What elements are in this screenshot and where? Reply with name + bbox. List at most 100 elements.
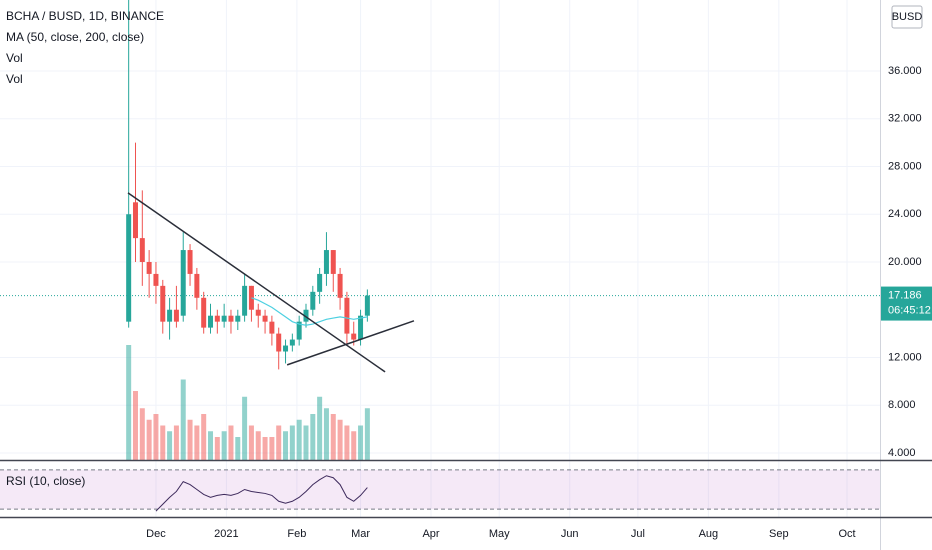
volume-bar [317, 396, 323, 460]
volume-bar [201, 414, 207, 460]
candle-body [160, 285, 166, 322]
volume-bar [296, 419, 302, 460]
last-price-label: 17.186 [888, 289, 922, 301]
candle-body [235, 315, 241, 322]
candle-body [173, 309, 179, 322]
currency-box[interactable] [891, 5, 923, 29]
symbol-title: BCHA / BUSD, 1D, BINANCE [6, 9, 164, 23]
trendline [286, 320, 415, 366]
x-tick-label: 2021 [214, 528, 238, 540]
candle-body [126, 214, 132, 322]
x-tick-label: Apr [422, 528, 439, 540]
volume-bar [303, 425, 309, 460]
y-tick-label: 20.000 [888, 256, 922, 268]
candle-body [323, 250, 329, 274]
candle-body [262, 315, 268, 322]
volume-bar [167, 431, 173, 460]
rsi-pane [0, 469, 880, 512]
candle-body [344, 297, 350, 334]
candle-body [317, 273, 323, 292]
x-tick-label: Dec [146, 528, 166, 540]
price-pane [0, 0, 880, 460]
volume-bar [146, 419, 152, 460]
x-tick-label: May [489, 528, 510, 540]
candle-body [358, 315, 364, 340]
y-tick-label: 24.000 [888, 208, 922, 220]
y-tick-label: 36.000 [888, 65, 922, 77]
candle-body [255, 309, 261, 316]
x-tick-label: Oct [838, 528, 855, 540]
volume-bar [180, 379, 186, 460]
candle-body [283, 345, 289, 352]
last-price-box [881, 286, 932, 321]
volume-bar [139, 408, 145, 460]
volume-bar [364, 408, 370, 460]
indicator-label: MA (50, close, 200, close) [6, 30, 144, 44]
volume-bar [173, 425, 179, 460]
y-tick-label: 4.000 [888, 447, 916, 459]
volume-bar [214, 437, 220, 460]
x-tick-label: Mar [351, 528, 370, 540]
rsi-label: RSI (10, close) [6, 474, 85, 488]
y-tick-label: 32.000 [888, 113, 922, 125]
candle-body [214, 315, 220, 322]
candle-body [303, 309, 309, 322]
rsi-band [0, 469, 880, 510]
candle-body [351, 333, 357, 340]
candle-body [187, 250, 193, 274]
candle-body [201, 297, 207, 328]
countdown-label: 06:45:12 [888, 304, 931, 316]
volume-bar [283, 431, 289, 460]
candle-body [310, 291, 316, 310]
trendline [127, 192, 386, 373]
candle-body [194, 273, 200, 298]
volume-bar [132, 391, 138, 460]
x-tick-label: Jul [631, 528, 645, 540]
volume-bar [187, 419, 193, 460]
candle-body [296, 321, 302, 340]
x-tick-label: Aug [699, 528, 719, 540]
volume-bar [310, 414, 316, 460]
volume-bar [235, 437, 241, 460]
candle-body [208, 315, 214, 328]
volume-bar [194, 425, 200, 460]
volume-bar [337, 419, 343, 460]
indicator-label: Vol [6, 72, 23, 86]
candle-body [167, 309, 173, 322]
candle-body [242, 285, 248, 316]
volume-bar [262, 437, 268, 460]
volume-bar [126, 345, 132, 460]
candle-body [180, 250, 186, 316]
volume-bar [208, 431, 214, 460]
volume-bar [276, 425, 282, 460]
currency-label[interactable]: BUSD [892, 11, 923, 23]
candle-body [289, 339, 295, 346]
volume-bar [228, 425, 234, 460]
candle-body [221, 315, 227, 322]
volume-bar [289, 425, 295, 460]
candle-body [269, 321, 275, 334]
volume-bar [344, 425, 350, 460]
candle-body [337, 273, 343, 298]
candle-body [153, 273, 159, 286]
volume-bar [160, 425, 166, 460]
ma-line [251, 297, 368, 326]
rsi-line [155, 475, 368, 512]
candle-body [276, 333, 282, 352]
volume-bar [330, 414, 336, 460]
indicator-label: Vol [6, 51, 23, 65]
candle-body [364, 295, 370, 316]
candle-body [330, 250, 336, 274]
volume-bar [248, 425, 254, 460]
volume-bar [255, 431, 261, 460]
y-tick-label: 28.000 [888, 160, 922, 172]
volume-bar [358, 425, 364, 460]
x-tick-label: Feb [287, 528, 306, 540]
candle-body [139, 238, 145, 262]
grid [0, 0, 880, 517]
volume-bar [351, 431, 357, 460]
volume-bar [323, 408, 329, 460]
x-tick-label: Sep [769, 528, 789, 540]
volume-bar [242, 396, 248, 460]
y-tick-label: 12.000 [888, 351, 922, 363]
